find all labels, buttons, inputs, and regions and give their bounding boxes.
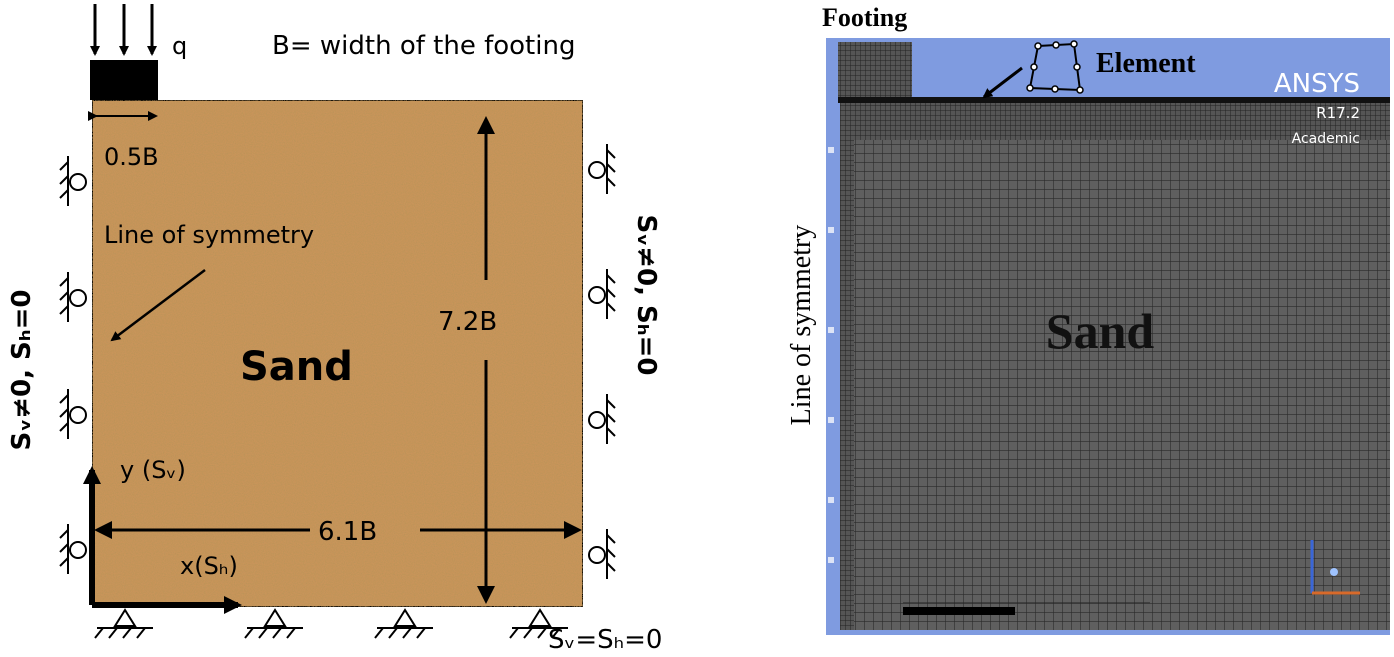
mesh-refined-left (840, 100, 854, 630)
symmetry-arrow (110, 269, 206, 342)
width-label: 6.1B (318, 517, 377, 547)
mesh-refined-top (840, 100, 1390, 140)
right-bc-label: Sᵥ≠0, Sₕ=0 (631, 214, 661, 375)
footing-note: B= width of the footing (272, 31, 575, 61)
half-width-label: 0.5B (104, 143, 159, 171)
bottom-bc-label: Sᵥ=Sₕ=0 (548, 625, 662, 655)
axis-triad (1310, 540, 1360, 595)
scale-bar (903, 607, 1015, 615)
element-label: Element (1096, 48, 1196, 79)
symmetry-label: Line of symmetry (104, 221, 314, 249)
sand-domain (91, 99, 584, 608)
footing-label: Footing (822, 3, 907, 32)
material-label: Sand (240, 344, 353, 390)
right-supports (588, 143, 616, 580)
left-bc-label: Sᵥ≠0, Sₕ=0 (7, 289, 37, 450)
y-axis-label: y (Sᵥ) (120, 456, 186, 484)
element-arrow (982, 66, 1023, 99)
depth-label: 7.2B (438, 307, 497, 337)
software-label: ANSYS (1274, 69, 1360, 99)
x-axis-label: x(Sₕ) (180, 552, 238, 580)
load-label: q (172, 32, 187, 60)
right-panel: Footing Element ANSYS R17.2 Academic Lin… (786, 3, 1390, 635)
element-nodes (1026, 40, 1084, 94)
load-arrows (90, 4, 157, 56)
footing (90, 60, 158, 100)
symmetry-label-right: Line of symmetry (786, 225, 817, 426)
bottom-supports (94, 609, 569, 639)
left-panel: q B= width of the footing 0.5B Line of s… (7, 4, 662, 655)
footing-mesh (838, 42, 912, 100)
license-label: Academic (1292, 131, 1360, 147)
footing-interface (838, 97, 1390, 103)
material-label-right: Sand (1046, 303, 1155, 359)
left-supports (59, 155, 87, 575)
edge-ticks (828, 147, 834, 563)
version-label: R17.2 (1316, 104, 1360, 122)
mesh (840, 100, 1390, 630)
